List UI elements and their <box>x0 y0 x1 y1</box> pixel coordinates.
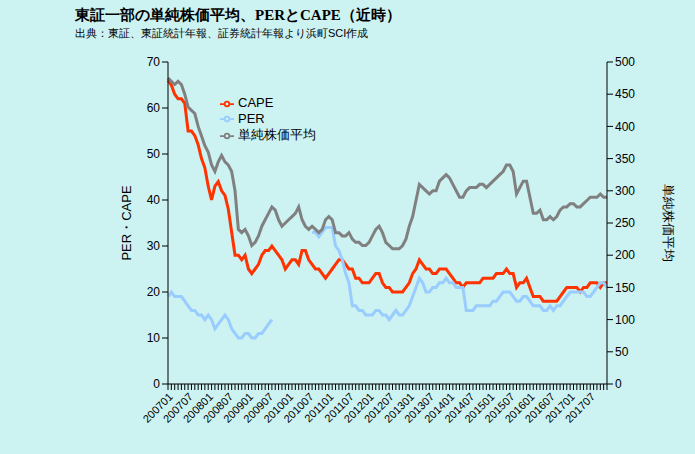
svg-text:20: 20 <box>147 285 161 299</box>
svg-text:200907: 200907 <box>241 390 276 425</box>
svg-text:200707: 200707 <box>160 390 195 425</box>
svg-text:200801: 200801 <box>180 390 216 425</box>
svg-text:70: 70 <box>147 55 161 69</box>
svg-text:350: 350 <box>615 152 635 166</box>
html-text:東証一部の単純株価平均、PERとCAPE（近時）: 東証一部の単純株価平均、PERとCAPE（近時） <box>75 7 401 23</box>
svg-text:150: 150 <box>615 281 635 295</box>
html-text:出典：東証、東証統計年報、証券統計年報より浜町SCI作成: 出典：東証、東証統計年報、証券統計年報より浜町SCI作成 <box>75 27 369 39</box>
svg-text:200: 200 <box>615 248 635 262</box>
svg-text:201401: 201401 <box>422 390 457 425</box>
html-text:CAPE: CAPE <box>238 95 274 110</box>
svg-text:40: 40 <box>147 193 161 207</box>
svg-text:201607: 201607 <box>522 390 557 425</box>
svg-text:30: 30 <box>147 239 161 253</box>
svg-text:0: 0 <box>615 377 622 391</box>
svg-text:201007: 201007 <box>281 390 316 425</box>
svg-text:200701: 200701 <box>140 390 175 425</box>
svg-text:201301: 201301 <box>381 390 417 425</box>
svg-text:201201: 201201 <box>341 390 376 425</box>
svg-text:201307: 201307 <box>401 390 437 425</box>
svg-text:201107: 201107 <box>322 390 356 425</box>
svg-text:0: 0 <box>153 377 160 391</box>
svg-text:100: 100 <box>615 313 635 327</box>
svg-text:PER・CAPE: PER・CAPE <box>119 185 134 260</box>
svg-text:10: 10 <box>147 331 161 345</box>
svg-text:単純株価平均: 単純株価平均 <box>661 184 676 262</box>
svg-text:250: 250 <box>615 216 635 230</box>
svg-text:201701: 201701 <box>542 390 578 425</box>
svg-text:300: 300 <box>615 184 635 198</box>
svg-text:201001: 201001 <box>261 390 296 425</box>
svg-text:201501: 201501 <box>462 390 497 425</box>
svg-text:500: 500 <box>615 55 635 69</box>
svg-text:201207: 201207 <box>361 390 397 425</box>
svg-text:60: 60 <box>147 101 161 115</box>
html-text:単純株価平均: 単純株価平均 <box>238 127 316 143</box>
svg-text:450: 450 <box>615 87 635 101</box>
svg-text:201601: 201601 <box>502 390 537 425</box>
svg-text:200807: 200807 <box>200 390 236 425</box>
svg-text:201507: 201507 <box>482 390 517 425</box>
svg-text:50: 50 <box>615 345 629 359</box>
html-text:PER: PER <box>238 110 265 126</box>
svg-text:200901: 200901 <box>220 390 256 425</box>
svg-text:400: 400 <box>615 120 635 134</box>
svg-text:201407: 201407 <box>442 390 477 425</box>
svg-text:201707: 201707 <box>563 390 597 424</box>
svg-text:201101: 201101 <box>301 390 336 425</box>
svg-text:50: 50 <box>147 147 161 161</box>
